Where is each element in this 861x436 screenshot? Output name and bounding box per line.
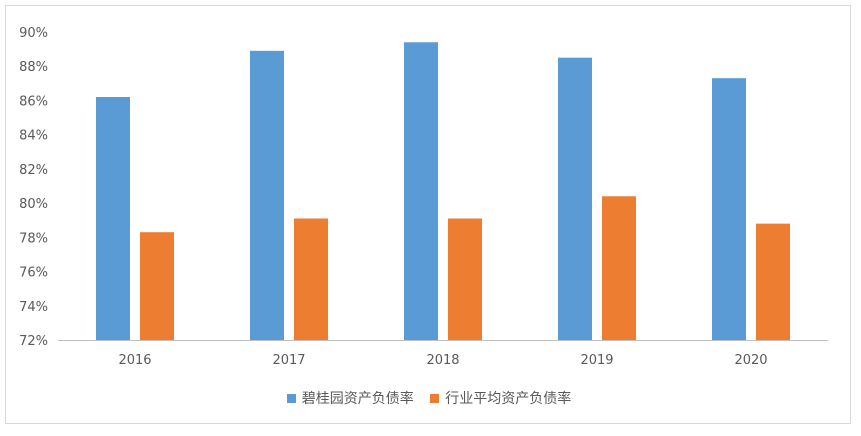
bar-2019-series-2 [602,196,636,340]
y-tick-label: 84% [19,129,48,144]
bar-2016-series-1 [96,97,130,341]
y-tick-label: 86% [19,94,48,109]
y-tick-label: 82% [19,163,48,178]
bar-chart: 72% 74% 76% 78% 80% 82% 84% 86% 88% 90% 2016 2017 20… [19,26,828,368]
bar-2018-series-2 [448,218,482,340]
x-tick-label: 2017 [272,353,305,368]
y-tick-label: 80% [19,197,48,212]
bar-2019-series-1 [558,57,592,341]
bar-2017-series-2 [294,218,328,340]
x-tick-label: 2019 [580,353,613,368]
y-tick-label: 76% [19,266,48,281]
legend-label-series-2: 行业平均资产负债率 [445,391,572,407]
bar-2016-series-2 [140,232,174,340]
legend: 碧桂园资产负债率 行业平均资产负债率 [6,388,852,408]
y-tick-label: 90% [19,26,48,41]
bar-2020-series-1 [712,78,746,340]
legend-swatch-series-2 [430,393,440,403]
legend-swatch-series-1 [286,393,296,403]
x-tick-label: 2020 [734,353,767,368]
x-tick-label: 2016 [118,353,151,368]
y-tick-label: 72% [19,334,48,349]
legend-item-series-2: 行业平均资产负债率 [430,388,571,408]
y-tick-label: 74% [19,300,48,315]
legend-label-series-1: 碧桂园资产负债率 [301,391,414,407]
bar-2020-series-2 [756,223,790,340]
legend-item-series-1: 碧桂园资产负债率 [286,388,414,408]
y-tick-label: 78% [19,231,48,246]
y-tick-label: 88% [19,60,48,75]
chart-frame: 72% 74% 76% 78% 80% 82% 84% 86% 88% 90% 2016 2017 20… [5,5,851,424]
bar-2018-series-1 [404,42,438,341]
x-tick-label: 2018 [426,353,459,368]
bar-2017-series-1 [250,50,284,340]
